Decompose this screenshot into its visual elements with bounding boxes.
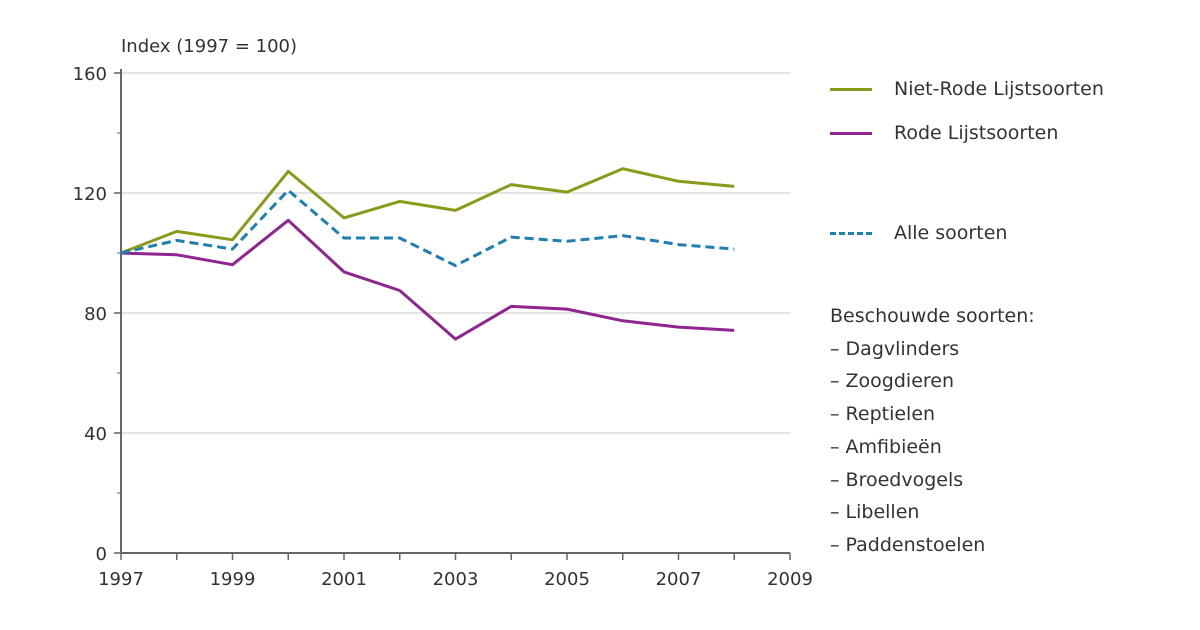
x-tick-label: 2009: [767, 569, 813, 590]
y-tick-label: 40: [84, 424, 107, 445]
legend-swatch: [830, 231, 872, 235]
species-item: – Zoogdieren: [830, 370, 955, 393]
species-item: – Broedvogels: [830, 468, 964, 491]
y-tick-label: 160: [73, 64, 107, 85]
series-line-0: [120, 167, 735, 255]
y-tick-label: 120: [73, 184, 107, 205]
y-axis-label: Index (1997 = 100): [121, 36, 297, 57]
x-tick-label: 1999: [210, 569, 256, 590]
species-item: – Dagvlinders: [830, 337, 960, 360]
legend-swatch: [830, 87, 872, 91]
legend-label: Alle soorten: [894, 222, 1008, 244]
legend-label: Niet-Rode Lijstsoorten: [894, 78, 1104, 100]
species-item: – Reptielen: [830, 403, 936, 426]
legend-item-niet-rode: Niet-Rode Lijstsoorten: [830, 78, 1104, 100]
species-item: – Paddenstoelen: [830, 533, 986, 556]
x-tick-label: 2007: [656, 569, 702, 590]
legend-swatch: [830, 131, 872, 135]
legend-item-alle: Alle soorten: [830, 222, 1007, 244]
legend-label: Rode Lijstsoorten: [894, 122, 1059, 144]
series-line-2: [120, 188, 735, 268]
x-tick-label: 2001: [321, 569, 367, 590]
x-tick-label: 2005: [544, 569, 590, 590]
species-item: – Amfibieën: [830, 435, 942, 458]
x-tick-label: 2003: [433, 569, 479, 590]
y-tick-label: 0: [96, 544, 107, 565]
series-line-1: [120, 218, 735, 341]
x-tick-label: 1997: [98, 569, 144, 590]
species-item: – Libellen: [830, 501, 920, 524]
species-heading: Beschouwde soorten:: [830, 305, 1035, 327]
legend-item-rode: Rode Lijstsoorten: [830, 122, 1058, 144]
y-tick-label: 80: [84, 304, 107, 325]
species-list: Beschouwde soorten: – Dagvlinders – Zoog…: [830, 300, 1035, 562]
